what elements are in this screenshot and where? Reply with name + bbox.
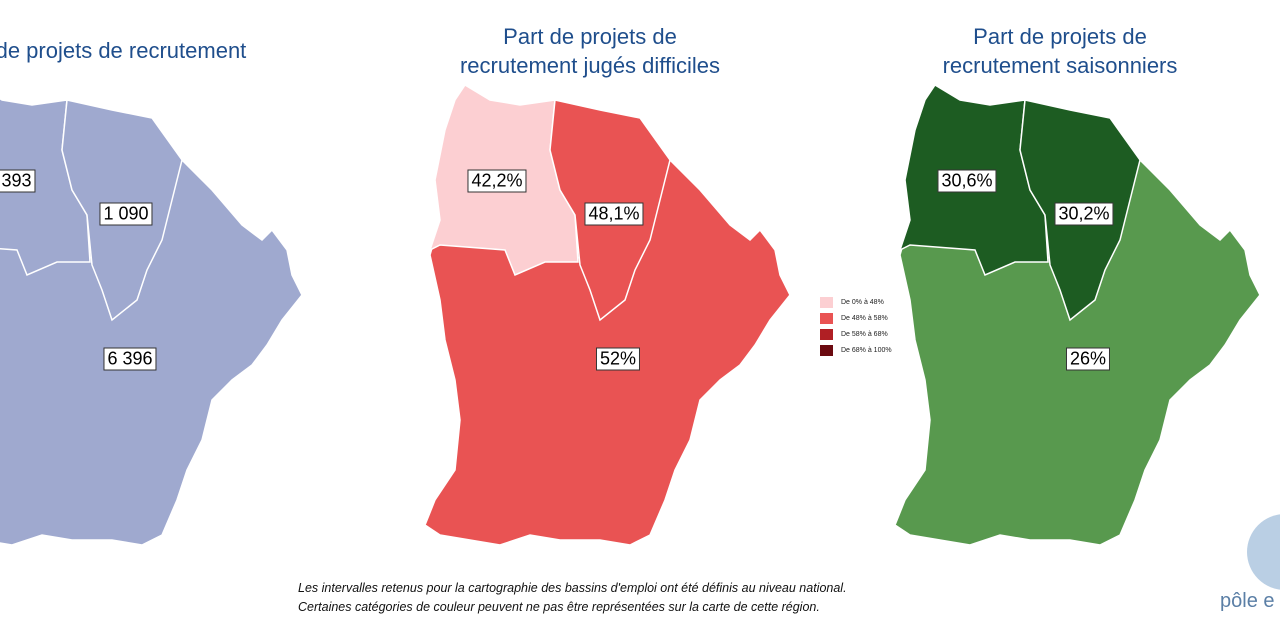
- legend-label: De 68% à 100%: [841, 346, 892, 354]
- legend-item: De 58% à 68%: [820, 326, 892, 342]
- map-title: Part de projets de recrutement saisonnier…: [870, 22, 1250, 80]
- region-label: 26%: [1065, 347, 1111, 371]
- footnote-line: Certaines catégories de couleur peuvent …: [298, 600, 820, 614]
- legend-swatch: [820, 328, 833, 340]
- title-line: recrutement saisonniers: [942, 53, 1178, 78]
- footnote: Les intervalles retenus pour la cartogra…: [298, 579, 847, 617]
- region-label: 6 396: [103, 347, 157, 371]
- region-label: 1 090: [99, 202, 153, 226]
- legend-label: De 48% à 58%: [841, 314, 888, 322]
- legend-item: De 48% à 58%: [820, 310, 892, 326]
- legend-swatch: [820, 312, 833, 324]
- logo-shape: [1247, 514, 1280, 590]
- title-line: ore de projets de recrutement: [0, 38, 247, 63]
- region-label: 48,1%: [584, 202, 644, 226]
- footnote-line: Les intervalles retenus pour la cartogra…: [298, 581, 847, 595]
- map-title: ore de projets de recrutement: [0, 36, 292, 65]
- legend-label: De 58% à 68%: [841, 330, 888, 338]
- title-line: Part de projets de: [503, 24, 677, 49]
- region-label: 30,2%: [1054, 202, 1114, 226]
- legend-item: De 0% à 48%: [820, 294, 892, 310]
- legend-swatch: [820, 344, 833, 356]
- legend: De 0% à 48% De 48% à 58% De 58% à 68% De 68…: [820, 294, 892, 358]
- region-label: 42,2%: [467, 169, 527, 193]
- region-label: 1 393: [0, 169, 36, 193]
- legend-label: De 0% à 48%: [841, 298, 884, 306]
- legend-swatch: [820, 296, 833, 308]
- map-title: Part de projets de recrutement jugés diff…: [400, 22, 780, 80]
- logo-text: pôle e: [1220, 590, 1275, 612]
- region-label: 52%: [595, 347, 641, 371]
- region-northwest: [0, 97, 91, 276]
- title-line: Part de projets de: [973, 24, 1147, 49]
- region-label: 30,6%: [937, 169, 997, 193]
- legend-item: De 68% à 100%: [820, 342, 892, 358]
- title-line: recrutement jugés difficiles: [459, 53, 721, 78]
